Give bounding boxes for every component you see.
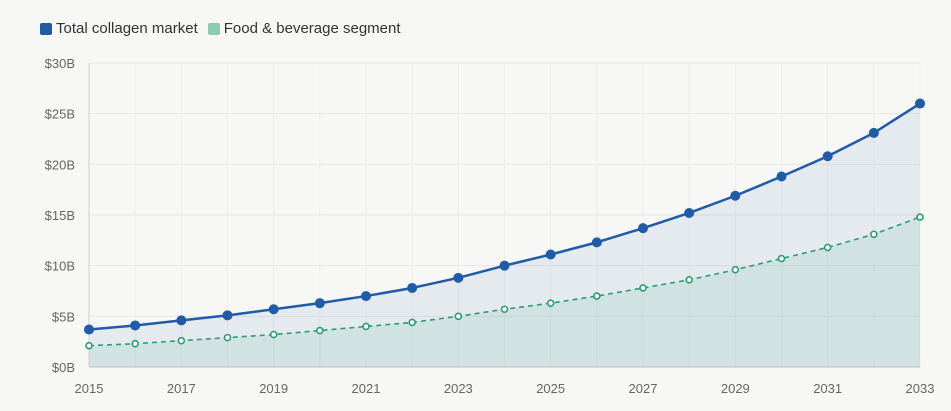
data-point-total-collagen [453, 272, 464, 283]
y-tick-label: $10B [45, 259, 75, 274]
x-tick-label: 2031 [813, 381, 842, 396]
data-point-food-beverage [223, 333, 232, 342]
x-tick-label: 2025 [536, 381, 565, 396]
data-point-total-collagen [684, 207, 695, 218]
legend-swatch-total [40, 22, 52, 35]
legend-item-food-beverage[interactable]: Food & beverage segment [207, 20, 401, 37]
data-point-total-collagen [776, 171, 787, 182]
data-point-total-collagen [361, 291, 371, 302]
data-point-food-beverage [85, 341, 93, 350]
area-total-collagen [89, 103, 920, 368]
data-point-total-collagen [499, 260, 510, 271]
x-tick-label: 2015 [75, 381, 104, 396]
data-point-total-collagen [730, 190, 741, 201]
data-point-total-collagen [822, 151, 833, 162]
data-point-total-collagen [638, 223, 648, 234]
chart-legend: Total collagen market Food & beverage se… [40, 20, 401, 37]
x-tick-label: 2027 [629, 381, 658, 396]
data-point-food-beverage [639, 284, 647, 292]
y-tick-label: $20B [45, 157, 75, 172]
y-tick-label: $25B [45, 107, 75, 122]
data-point-food-beverage [823, 243, 832, 252]
data-point-food-beverage [593, 292, 601, 300]
legend-label-total: Total collagen market [56, 20, 198, 37]
data-point-total-collagen [591, 237, 602, 248]
data-point-total-collagen [868, 127, 879, 138]
data-point-total-collagen [84, 324, 94, 335]
x-tick-label: 2017 [167, 381, 196, 396]
legend-label-food-beverage: Food & beverage segment [223, 20, 401, 37]
y-tick-label: $30B [45, 56, 75, 71]
data-point-total-collagen [915, 98, 925, 109]
y-tick-label: $5B [52, 309, 75, 324]
x-tick-label: 2029 [721, 381, 750, 396]
y-tick-label: $0B [52, 360, 75, 375]
data-point-food-beverage [685, 276, 693, 284]
x-tick-label: 2019 [259, 381, 288, 396]
data-point-food-beverage [916, 213, 924, 221]
data-point-total-collagen [545, 249, 556, 260]
y-tick-label: $15B [45, 208, 75, 223]
x-tick-label: 2023 [444, 381, 473, 396]
data-point-total-collagen [176, 315, 187, 326]
area-food-beverage [89, 217, 920, 367]
data-point-food-beverage [454, 312, 463, 321]
legend-swatch-food-beverage [207, 22, 220, 35]
legend-item-total[interactable]: Total collagen market [40, 20, 198, 37]
data-point-total-collagen [268, 304, 279, 315]
x-tick-label: 2021 [352, 381, 381, 396]
data-point-food-beverage [316, 326, 324, 335]
data-point-food-beverage [408, 318, 416, 327]
data-point-food-beverage [546, 299, 555, 307]
x-tick-label: 2033 [906, 381, 935, 396]
data-point-food-beverage [500, 305, 509, 314]
data-point-food-beverage [131, 339, 139, 348]
data-point-total-collagen [130, 320, 141, 331]
data-point-food-beverage [731, 265, 740, 274]
data-point-food-beverage [362, 322, 370, 331]
data-point-total-collagen [407, 282, 418, 293]
data-point-total-collagen [222, 310, 233, 321]
data-point-food-beverage [269, 330, 278, 339]
data-point-food-beverage [177, 336, 186, 345]
data-point-total-collagen [314, 298, 325, 309]
data-point-food-beverage [870, 230, 878, 239]
data-point-food-beverage [777, 254, 786, 263]
